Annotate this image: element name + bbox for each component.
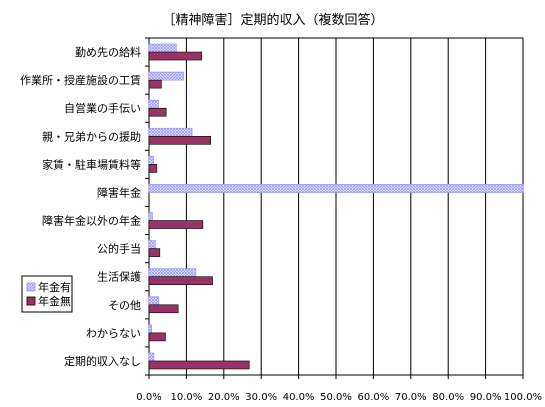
- category-label: 障害年金以外の年金: [42, 214, 141, 228]
- x-tick-label: 90.0%: [470, 392, 502, 403]
- bar-series-2: [148, 276, 213, 286]
- bar-series-1: [148, 184, 524, 193]
- bar-series-1: [148, 127, 193, 137]
- category-label: 作業所・授産施設の工賃: [20, 73, 141, 87]
- x-tick-label: 80.0%: [432, 392, 464, 403]
- bar-series-2: [148, 248, 161, 257]
- bar-series-2: [148, 304, 179, 314]
- bar-series-2: [148, 360, 250, 370]
- bar-series-1: [148, 324, 153, 334]
- x-tick-label: 40.0%: [283, 392, 315, 403]
- x-tick-label: 10.0%: [171, 392, 203, 403]
- x-tick-label: 50.0%: [320, 392, 352, 403]
- x-tick-label: 20.0%: [208, 392, 240, 403]
- legend-swatch: [26, 282, 36, 292]
- x-tick-label: 30.0%: [245, 392, 277, 403]
- category-label: 自営業の手伝い: [64, 101, 141, 115]
- bar-series-2: [148, 220, 204, 229]
- category-label: 親・兄弟からの援助: [42, 129, 141, 143]
- category-label: 家賃・駐車場賃料等: [42, 157, 141, 171]
- bar-series-2: [148, 79, 162, 89]
- bar-series-1: [148, 212, 153, 221]
- chart-title: ［精神障害］定期的収入（複数回答）: [162, 12, 383, 28]
- bar-series-1: [148, 296, 160, 306]
- legend-box: [21, 275, 73, 313]
- bar-series-1: [148, 99, 159, 109]
- bar-series-2: [148, 164, 158, 173]
- category-label: 障害年金: [97, 185, 141, 199]
- bar-series-1: [148, 352, 155, 362]
- bar-series-1: [148, 268, 197, 278]
- category-label: その他: [108, 299, 141, 312]
- category-label: 勤め先の給料: [75, 45, 141, 59]
- bar-series-2: [148, 332, 166, 342]
- category-label: わからない: [86, 327, 141, 340]
- bar-series-1: [148, 240, 156, 250]
- x-tick-label: 0.0%: [136, 392, 161, 403]
- legend-label: 年金無: [38, 294, 71, 308]
- category-label: 定期的収入なし: [64, 354, 141, 368]
- bar-series-1: [148, 43, 177, 53]
- legend-swatch: [26, 296, 36, 306]
- legend-label: 年金有: [38, 280, 71, 294]
- x-tick-label: 100.0%: [504, 392, 542, 403]
- bar-series-1: [148, 71, 184, 81]
- x-tick-label: 60.0%: [358, 392, 390, 403]
- bar-series-1: [148, 155, 154, 165]
- category-label: 生活保護: [97, 270, 141, 284]
- bar-series-2: [148, 135, 212, 145]
- bar-series-2: [148, 107, 167, 117]
- category-label: 公的手当: [97, 242, 141, 256]
- x-tick-label: 70.0%: [395, 392, 427, 403]
- bar-series-2: [148, 51, 203, 61]
- plot-area: 0.0% 10.0% 20.0% 30.0% 40.0% 50.0% 60.0% 70.0% 8…: [20, 37, 542, 403]
